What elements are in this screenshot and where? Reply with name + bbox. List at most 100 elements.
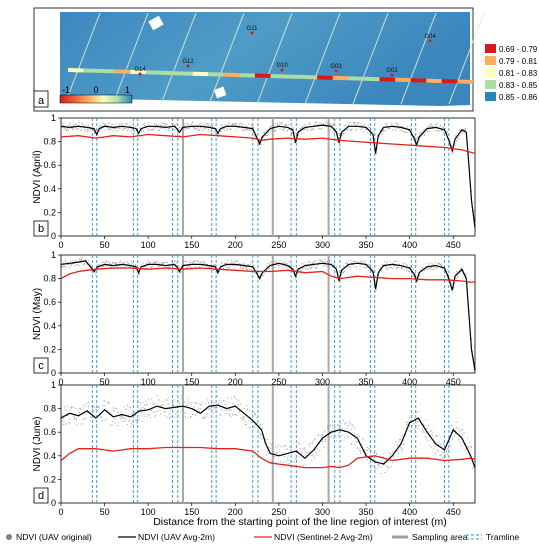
uav-original-point xyxy=(309,260,311,262)
uav-original-point xyxy=(457,137,459,140)
uav-original-point xyxy=(208,402,210,404)
uav-original-point xyxy=(173,404,175,406)
uav-original-point xyxy=(429,268,431,270)
uav-original-point xyxy=(190,266,192,268)
uav-original-point xyxy=(73,128,75,130)
uav-original-point xyxy=(369,448,371,450)
uav-original-point xyxy=(102,400,104,402)
uav-original-point xyxy=(188,262,190,264)
map-legend-label: 0.69 - 0.79 xyxy=(499,45,538,54)
uav-original-point xyxy=(424,128,426,130)
uav-original-point xyxy=(437,434,439,436)
uav-original-point xyxy=(211,266,213,268)
uav-original-point xyxy=(243,407,245,409)
uav-original-point xyxy=(370,270,372,272)
uav-original-point xyxy=(198,260,200,262)
uav-original-point xyxy=(286,130,288,132)
uav-original-point xyxy=(155,127,157,129)
uav-original-point xyxy=(123,261,125,263)
uav-original-point xyxy=(62,265,65,268)
uav-original-point xyxy=(143,415,145,417)
uav-original-point xyxy=(191,414,193,416)
uav-original-point xyxy=(185,260,187,262)
uav-original-point xyxy=(412,274,414,276)
uav-original-point xyxy=(227,267,229,269)
uav-original-point xyxy=(313,457,315,459)
uav-original-point xyxy=(440,443,442,445)
x-tick-label: 250 xyxy=(271,377,286,387)
uav-original-point xyxy=(133,415,136,417)
uav-original-point xyxy=(415,427,417,429)
uav-original-point xyxy=(147,414,149,416)
uav-original-point xyxy=(428,264,430,266)
uav-original-point xyxy=(228,128,230,130)
uav-original-point xyxy=(318,122,320,124)
uav-original-point xyxy=(234,265,236,267)
uav-original-point xyxy=(119,261,121,263)
uav-original-point xyxy=(98,126,100,128)
uav-original-point xyxy=(167,127,169,130)
uav-original-point xyxy=(429,440,431,442)
uav-original-point xyxy=(213,402,215,404)
uav-original-point xyxy=(450,140,452,143)
uav-original-point xyxy=(354,260,356,262)
uav-original-point xyxy=(182,407,184,409)
uav-original-point xyxy=(236,414,238,416)
uav-original-point xyxy=(398,440,400,442)
uav-original-point xyxy=(77,128,80,130)
uav-original-point xyxy=(173,399,175,401)
uav-original-point xyxy=(226,412,228,414)
uav-original-point xyxy=(190,260,192,262)
y-tick-label: 0.8 xyxy=(43,404,56,414)
uav-original-point xyxy=(177,124,179,126)
uav-original-point xyxy=(144,404,146,406)
x-tick-label: 150 xyxy=(184,377,199,387)
uav-original-point xyxy=(113,261,115,263)
uav-original-point xyxy=(193,127,195,129)
uav-original-point xyxy=(472,466,474,468)
uav-original-point xyxy=(192,413,194,415)
uav-original-point xyxy=(256,269,258,271)
uav-original-point xyxy=(106,410,109,412)
uav-original-point xyxy=(354,129,357,131)
uav-original-point xyxy=(128,266,131,268)
uav-original-point xyxy=(161,122,163,124)
uav-original-point xyxy=(243,416,245,418)
uav-original-point xyxy=(220,130,222,132)
uav-original-point xyxy=(460,445,462,447)
uav-original-point xyxy=(251,421,253,423)
uav-original-point xyxy=(333,125,336,127)
uav-original-point xyxy=(419,274,421,276)
uav-original-point xyxy=(337,424,339,426)
uav-original-point xyxy=(151,401,153,403)
uav-original-point xyxy=(292,127,294,129)
uav-original-point xyxy=(442,443,444,445)
uav-original-point xyxy=(426,263,428,265)
uav-original-point xyxy=(384,471,386,474)
uav-original-point xyxy=(234,260,236,262)
uav-original-point xyxy=(346,128,348,131)
uav-original-point xyxy=(242,418,244,421)
field-raster xyxy=(60,12,470,106)
uav-original-point xyxy=(130,407,132,409)
uav-original-point xyxy=(233,395,235,397)
uav-original-point xyxy=(193,260,195,262)
uav-original-point xyxy=(439,454,441,456)
uav-original-point xyxy=(382,462,384,464)
uav-original-point xyxy=(130,130,132,132)
uav-original-point xyxy=(277,122,279,124)
uav-original-point xyxy=(450,445,452,447)
uav-original-point xyxy=(172,128,175,130)
uav-original-point xyxy=(458,275,460,277)
uav-original-point xyxy=(81,122,83,124)
uav-original-point xyxy=(433,448,435,450)
uav-original-point xyxy=(171,122,173,124)
x-tick-label: 400 xyxy=(402,377,417,387)
sentinel-avg-line xyxy=(60,267,475,283)
uav-original-point xyxy=(99,125,101,127)
uav-original-point xyxy=(422,129,424,131)
uav-original-point xyxy=(155,411,157,413)
uav-original-point xyxy=(141,131,143,133)
uav-original-point xyxy=(108,261,110,263)
x-tick-label: 100 xyxy=(141,240,156,250)
